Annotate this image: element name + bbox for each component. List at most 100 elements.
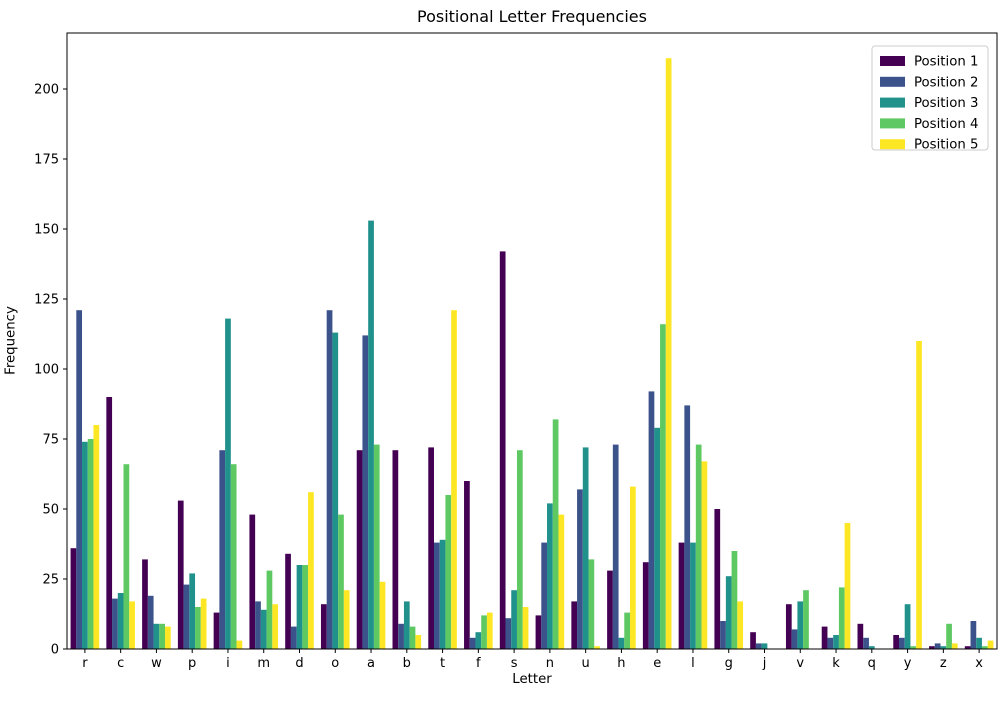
bar-l-position-5	[701, 461, 708, 649]
bar-o-position-4	[338, 514, 344, 649]
x-tick-label-i: i	[226, 656, 230, 671]
bar-y-position-3	[904, 604, 911, 649]
bar-n-position-4	[552, 419, 559, 649]
bar-h-position-2	[612, 444, 619, 649]
bar-a-position-3	[368, 220, 374, 649]
x-tick-label-n: n	[546, 656, 554, 671]
bar-z-position-1	[929, 646, 935, 649]
x-tick-label-d: d	[295, 656, 303, 671]
bar-f-position-3	[475, 632, 482, 649]
x-tick-label-m: m	[257, 656, 270, 671]
bar-v-position-1	[785, 604, 792, 649]
bar-m-position-4	[266, 570, 273, 649]
bar-d-position-1	[285, 553, 291, 649]
bar-x-position-4	[981, 646, 988, 649]
bar-e-position-1	[642, 562, 649, 649]
bar-g-position-3	[725, 576, 732, 649]
x-axis-label: Letter	[512, 672, 552, 687]
y-tick-label: 50	[42, 503, 59, 518]
bar-b-position-5	[415, 635, 422, 649]
bar-x-position-2	[970, 621, 977, 649]
bar-s-position-4	[516, 450, 523, 649]
bar-k-position-3	[833, 635, 839, 649]
bar-h-position-1	[607, 570, 613, 649]
bar-x-position-1	[964, 646, 971, 649]
y-tick-label: 0	[51, 643, 59, 658]
bar-w-position-5	[165, 626, 171, 649]
bar-k-position-1	[821, 626, 828, 649]
bar-x-position-5	[987, 640, 994, 649]
bar-q-position-1	[857, 623, 864, 649]
bar-w-position-2	[147, 595, 154, 649]
bar-r-position-1	[70, 548, 77, 649]
x-tick-label-l: l	[691, 656, 695, 671]
legend: Position 1 Position 2 Position 3 Position 4…	[871, 45, 989, 153]
bar-e-position-2	[648, 391, 655, 649]
bar-i-position-3	[225, 318, 231, 649]
bar-p-position-4	[195, 607, 201, 649]
bar-r-position-2	[76, 310, 83, 649]
bar-i-position-5	[236, 640, 243, 649]
bar-e-position-3	[654, 427, 661, 649]
bar-s-position-5	[522, 607, 529, 649]
bar-c-position-5	[129, 601, 135, 649]
bar-y-position-1	[893, 635, 899, 649]
y-tick-label: 25	[42, 573, 59, 588]
bar-b-position-3	[403, 601, 410, 649]
legend-label-position-2: Position 2	[914, 75, 978, 90]
x-tick-label-r: r	[82, 656, 88, 671]
bar-t-position-1	[428, 447, 434, 649]
bar-l-position-3	[690, 542, 696, 649]
bar-a-position-4	[373, 444, 380, 649]
bar-u-position-2	[577, 489, 583, 649]
bar-f-position-2	[469, 637, 476, 649]
bar-m-position-5	[272, 604, 279, 649]
bar-h-position-5	[630, 486, 636, 649]
bar-i-position-1	[213, 612, 220, 649]
bar-j-position-3	[761, 643, 768, 649]
y-tick-label: 200	[34, 83, 59, 98]
bar-e-position-4	[660, 324, 666, 649]
bar-h-position-4	[624, 612, 630, 649]
legend-label-position-4: Position 4	[914, 117, 978, 132]
bar-n-position-1	[535, 615, 542, 649]
legend-label-position-5: Position 5	[914, 138, 978, 153]
x-tick-label-v: v	[796, 656, 804, 671]
bar-n-position-2	[541, 542, 548, 649]
bar-l-position-4	[695, 444, 702, 649]
bar-r-position-3	[82, 441, 88, 649]
bar-d-position-3	[296, 565, 303, 649]
bar-a-position-2	[362, 335, 369, 649]
x-tick-label-u: u	[582, 656, 590, 671]
x-tick-label-a: a	[367, 656, 375, 671]
x-tick-label-t: t	[440, 656, 445, 671]
x-tick-label-g: g	[725, 656, 733, 671]
y-axis: 0 25 50 75 100 125 150 175 200	[34, 83, 67, 658]
bar-i-position-4	[230, 464, 237, 649]
bar-a-position-1	[356, 450, 363, 649]
bar-r-position-5	[93, 425, 100, 649]
bar-u-position-5	[594, 646, 600, 649]
bar-a-position-5	[379, 581, 386, 649]
bars-group	[70, 58, 994, 649]
y-tick-label: 75	[42, 433, 59, 448]
bar-k-position-2	[827, 637, 834, 649]
bar-e-position-5	[665, 58, 672, 649]
bar-t-position-2	[433, 542, 440, 649]
bar-q-position-2	[863, 637, 869, 649]
bar-v-position-4	[803, 590, 809, 649]
bar-u-position-3	[582, 447, 589, 649]
bar-b-position-1	[392, 450, 399, 649]
x-tick-label-s: s	[511, 656, 518, 671]
bar-g-position-4	[731, 551, 738, 649]
x-tick-label-k: k	[832, 656, 840, 671]
bar-d-position-2	[290, 626, 297, 649]
bar-c-position-1	[106, 397, 113, 649]
bar-l-position-2	[684, 405, 691, 649]
bar-g-position-5	[737, 601, 744, 649]
bar-f-position-1	[464, 481, 470, 649]
y-tick-label: 150	[34, 223, 59, 238]
legend-swatch-position-5	[880, 139, 905, 150]
